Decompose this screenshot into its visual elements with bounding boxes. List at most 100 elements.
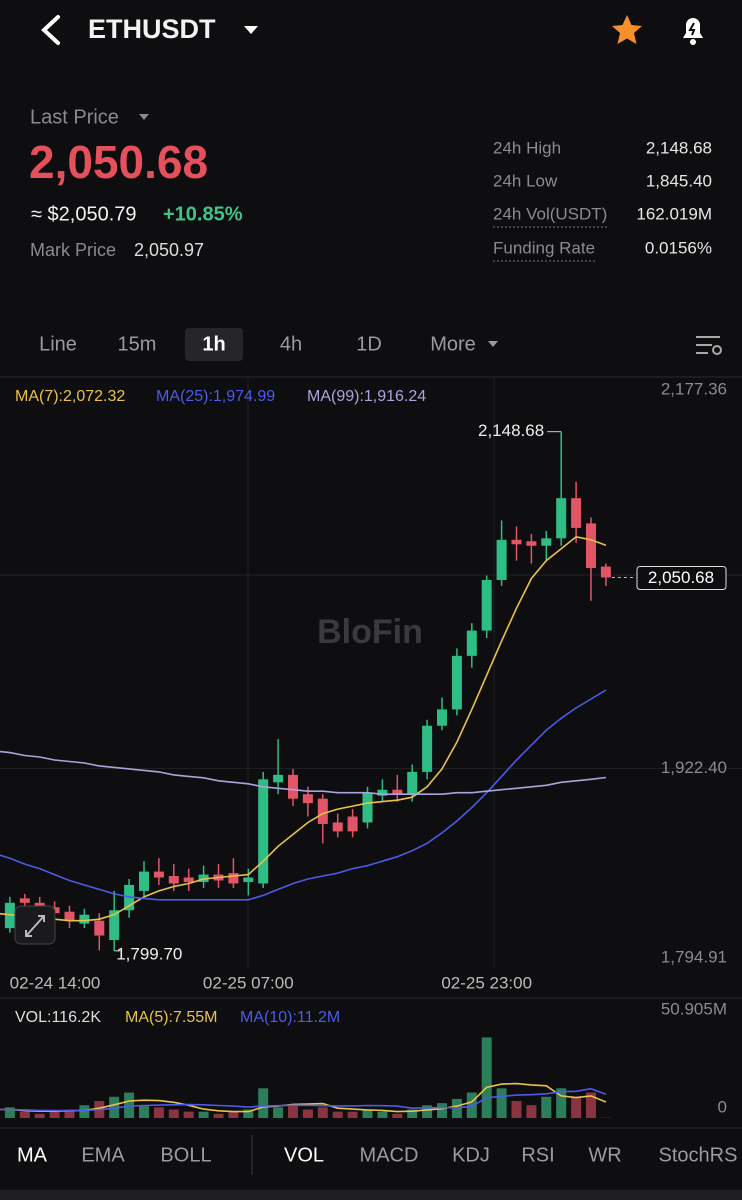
alert-bell[interactable] <box>683 18 703 45</box>
last-price-label: 2,050.68 <box>648 568 714 587</box>
candle-body <box>407 771 418 795</box>
volume-bar <box>168 1109 179 1118</box>
candle-body <box>496 539 507 580</box>
interval-tab[interactable]: 15m <box>118 333 157 355</box>
ma-line <box>0 689 607 901</box>
interval-tab[interactable]: 1h <box>202 333 225 355</box>
stat-value: 0.0156% <box>645 238 712 257</box>
volume-bar <box>437 1103 447 1118</box>
candle-body <box>481 579 492 631</box>
indicator-tab[interactable]: KDJ <box>452 1144 490 1166</box>
x-tick-label: 02-24 14:00 <box>10 973 101 992</box>
annotation-label: 2,148.68 <box>478 421 544 440</box>
candle-body <box>511 539 522 545</box>
favorite-star[interactable] <box>612 15 642 44</box>
candle-body <box>332 822 343 832</box>
indicator-tab[interactable]: MA <box>17 1144 48 1166</box>
candle-body <box>302 794 313 804</box>
last-price-tag <box>636 565 727 590</box>
legend-entry: MA(10):11.2M <box>240 1009 340 1026</box>
candle-body <box>228 873 239 884</box>
y-tick-label: 0 <box>718 1097 727 1116</box>
volume-bar <box>4 1107 15 1118</box>
chart-settings[interactable] <box>696 336 722 355</box>
candle-body <box>183 877 194 882</box>
volume-bar <box>556 1088 567 1118</box>
y-tick-label: 2,177.36 <box>661 379 727 398</box>
interval-tab[interactable]: 4h <box>280 333 302 355</box>
indicator-tab[interactable]: EMA <box>81 1144 125 1166</box>
volume-bar <box>496 1088 507 1118</box>
interval-tab[interactable]: More <box>430 333 476 355</box>
volume-bar <box>332 1111 343 1118</box>
stat-label: Funding Rate <box>493 238 595 257</box>
indicator-tab[interactable]: VOL <box>284 1144 324 1166</box>
indicator-tab[interactable]: BOLL <box>160 1144 211 1166</box>
volume-bar <box>541 1096 552 1118</box>
watermark: BloFin <box>317 613 423 651</box>
volume-bar <box>139 1105 149 1118</box>
back-button[interactable] <box>41 15 60 45</box>
candle-body <box>79 914 90 924</box>
candle-body <box>392 789 403 795</box>
dropdown <box>488 341 498 347</box>
candle-body <box>153 871 164 878</box>
candle-body <box>139 871 149 891</box>
volume-bar <box>288 1105 298 1118</box>
symbol[interactable]: ETHUSDT <box>88 14 216 44</box>
last-price: 2,050.68 <box>29 136 208 188</box>
volume-bar <box>198 1111 209 1118</box>
volume-bar <box>258 1088 269 1118</box>
indicator-tab[interactable]: MACD <box>360 1144 419 1166</box>
candle-body <box>317 798 328 824</box>
mark-price: 2,050.97 <box>134 240 204 260</box>
volume-bar <box>228 1111 239 1118</box>
ma-line <box>0 750 606 795</box>
volume-bar <box>49 1111 60 1118</box>
expand-button[interactable] <box>14 905 56 945</box>
candle-body <box>526 541 537 546</box>
candle-body <box>362 792 373 823</box>
volume-bar <box>392 1113 403 1118</box>
interval-tab[interactable]: 1D <box>356 333 382 355</box>
candle-body <box>586 523 596 569</box>
x-tick-label: 02-25 23:00 <box>441 973 532 992</box>
annotation-label: 1,799.70 <box>116 944 182 963</box>
candle-body <box>466 630 477 656</box>
ma-line <box>0 1082 607 1113</box>
interval-tab[interactable]: Line <box>39 333 77 355</box>
candle-body <box>94 920 105 936</box>
volume-bar <box>34 1113 45 1118</box>
volume-bar <box>377 1111 388 1118</box>
volume-bar <box>273 1107 284 1118</box>
candle-body <box>451 655 462 710</box>
volume-bar <box>466 1092 477 1118</box>
volume-bar <box>571 1096 582 1118</box>
indicator-tab[interactable]: RSI <box>521 1144 554 1166</box>
indicator-tab[interactable]: WR <box>588 1144 621 1166</box>
candle-body <box>541 538 552 546</box>
volume-bar <box>243 1109 254 1118</box>
volume-bar <box>302 1109 313 1118</box>
selected-tab-bg <box>185 328 243 361</box>
volume-bar <box>526 1105 537 1118</box>
volume-bar <box>362 1109 373 1118</box>
candle-body <box>243 877 254 882</box>
candle-body <box>109 910 120 941</box>
legend-entry: MA(5):7.55M <box>125 1009 217 1026</box>
candle-body <box>600 566 611 578</box>
stat-value: 2,148.68 <box>646 138 712 157</box>
volume-bar <box>183 1111 194 1118</box>
indicator-tab[interactable]: StochRS <box>659 1144 738 1166</box>
candle-body <box>437 709 447 726</box>
price-change: +10.85% <box>163 203 243 225</box>
volume-bar <box>19 1111 30 1118</box>
stat-label: 24h Low <box>493 171 558 190</box>
symbol-dropdown[interactable] <box>244 26 258 34</box>
ma-line <box>0 535 607 922</box>
last-price-label[interactable]: Last Price <box>30 106 119 128</box>
stat-value: 1,845.40 <box>646 171 712 190</box>
volume-bar <box>64 1109 75 1118</box>
